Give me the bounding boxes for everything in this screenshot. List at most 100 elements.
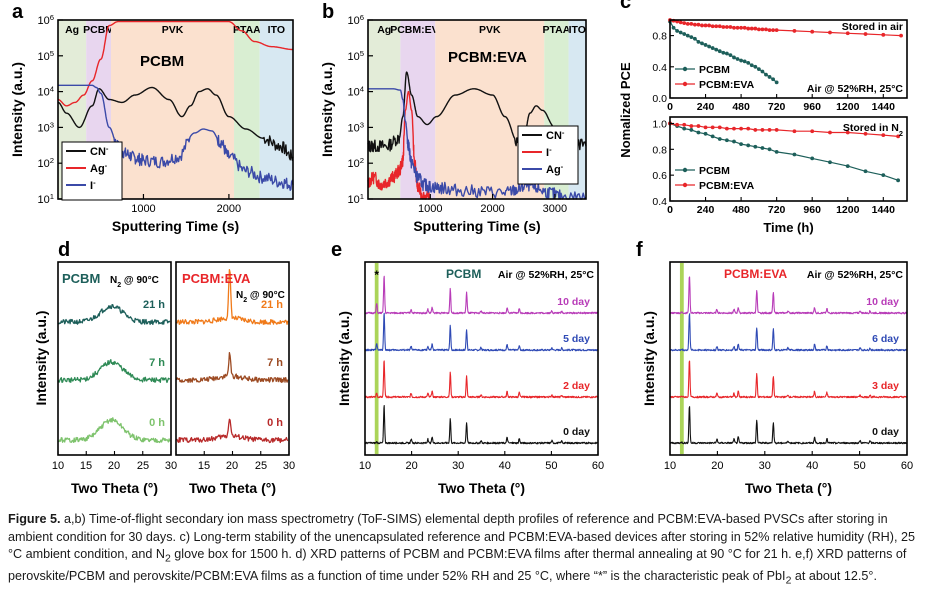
y-tick-label-a: 102: [37, 156, 54, 171]
x-tick-label-d-right: 15: [198, 460, 210, 472]
marker-c-bottom: [703, 125, 708, 130]
trace-label-f-2: 3 day: [872, 380, 899, 392]
marker-c-bottom: [717, 125, 722, 130]
y-tick-label-a: 104: [37, 84, 54, 99]
marker-c-top: [756, 67, 761, 72]
series-d-right-1: [175, 352, 289, 384]
marker-c-bottom: [682, 122, 687, 127]
series-b-ag: [368, 88, 587, 200]
y-tick-label-b: 105: [347, 48, 364, 63]
y-tick-label-c-top: 0.8: [652, 31, 667, 43]
trace-label-f-0: 10 day: [866, 296, 899, 308]
marker-c-top: [767, 28, 772, 33]
x-tick-label-b: 2000: [480, 203, 504, 215]
marker-c-top: [703, 43, 708, 47]
series-f-2: [669, 360, 907, 399]
marker-c-top: [721, 25, 726, 29]
marker-c-top: [863, 32, 868, 36]
marker-c-top: [760, 69, 765, 74]
panel-condition-e: Air @ 52%RH, 25°C: [498, 269, 595, 281]
trace-label-d-right-2: 0 h: [267, 417, 283, 429]
marker-c-bottom: [710, 134, 715, 139]
y-tick-label-a: 105: [37, 48, 54, 63]
x-tick-label-c-top: 240: [697, 101, 715, 113]
marker-c-top: [899, 33, 903, 38]
x-tick-label-d-left: 25: [137, 460, 149, 472]
marker-c-top: [732, 55, 736, 60]
marker-c-top: [689, 22, 694, 26]
marker-c-top: [692, 22, 697, 27]
marker-c-top: [714, 24, 719, 29]
x-tick-label-c-bottom: 1200: [836, 204, 860, 216]
x-tick-label-e: 40: [499, 460, 511, 472]
marker-c-bottom: [746, 143, 751, 148]
marker-c-top: [692, 36, 697, 41]
series-d-right-2: [176, 418, 289, 444]
y-tick-label-c-bottom: 1.0: [652, 118, 667, 130]
marker-c-top: [700, 41, 704, 46]
marker-c-bottom: [760, 146, 765, 150]
y-axis-label-c: Nomalized PCE: [618, 62, 633, 158]
marker-c-top: [707, 44, 712, 49]
x-tick-label-d-left: 20: [108, 460, 120, 472]
trace-label-d-right-0: 21 h: [261, 299, 283, 311]
series-e-2: [364, 360, 598, 399]
marker-c-bottom: [845, 130, 850, 135]
marker-c-top: [881, 32, 886, 37]
panel-letter-b: b: [322, 1, 334, 23]
series-d-left-2: [58, 417, 171, 444]
panel-title-e: PCBM: [446, 267, 481, 281]
marker-c-bottom: [739, 142, 743, 147]
marker-c-bottom: [810, 129, 815, 134]
series-d-left-1: [57, 359, 171, 384]
region-a-2: [110, 20, 235, 199]
marker-c-top: [764, 27, 768, 32]
y-axis-label-d: Intensity (a.u.): [33, 311, 49, 406]
trace-label-f-1: 6 day: [872, 333, 899, 345]
marker-c-top: [724, 25, 729, 29]
caption-figure-label: Figure 5.: [8, 512, 61, 526]
x-axis-label-d-right: Two Theta (°): [189, 480, 276, 496]
marker-c-bottom: [732, 126, 736, 131]
marker-c-top: [735, 57, 740, 61]
legend-label-c-0-1: PCBM:EVA: [699, 79, 755, 91]
legend-label-b: Ag-: [546, 162, 564, 177]
marker-c-top: [774, 28, 779, 33]
caption-sub-2: 2: [785, 574, 792, 587]
caption-text-2: glove box for 1500 h. d) XRD patterns of…: [8, 547, 907, 584]
plot-frame-c-bottom: [669, 116, 908, 202]
x-tick-label-a: 1000: [131, 203, 155, 215]
pbi2-band-f: [679, 263, 684, 454]
y-tick-label-b: 104: [347, 84, 364, 99]
marker-c-top: [742, 25, 747, 30]
marker-c-bottom: [863, 131, 868, 136]
x-tick-label-d-right: 20: [226, 460, 238, 472]
marker-c-top: [682, 21, 687, 26]
x-axis-label-c: Time (h): [763, 220, 813, 235]
marker-c-top: [774, 80, 779, 85]
x-tick-label-c-top: 0: [667, 101, 673, 113]
x-tick-label-d-right: 30: [283, 460, 295, 472]
marker-c-bottom: [810, 156, 815, 161]
marker-c-top: [724, 51, 729, 56]
x-axis-label-f: Two Theta (°): [745, 480, 832, 496]
marker-c-bottom: [881, 133, 886, 137]
legend-marker-c: [682, 182, 688, 188]
marker-c-bottom: [767, 128, 772, 132]
legend-label-a: CN-: [90, 144, 109, 159]
y-tick-label-a: 106: [37, 13, 54, 28]
marker-c-bottom: [845, 164, 850, 169]
region-label-b-1: PCBM:EVA: [390, 24, 446, 36]
marker-c-top: [671, 25, 676, 30]
region-b-0: [368, 20, 401, 199]
panel-d-right-condition: N2 @ 90°C: [236, 290, 285, 304]
x-tick-label-c-bottom: 480: [732, 204, 750, 216]
marker-c-bottom: [828, 130, 832, 135]
marker-c-bottom: [682, 126, 687, 131]
series-f-3: [669, 406, 908, 445]
marker-c-top: [696, 22, 701, 27]
y-tick-label-b: 102: [347, 156, 364, 171]
marker-c-bottom: [828, 160, 832, 165]
marker-c-top: [678, 20, 683, 25]
